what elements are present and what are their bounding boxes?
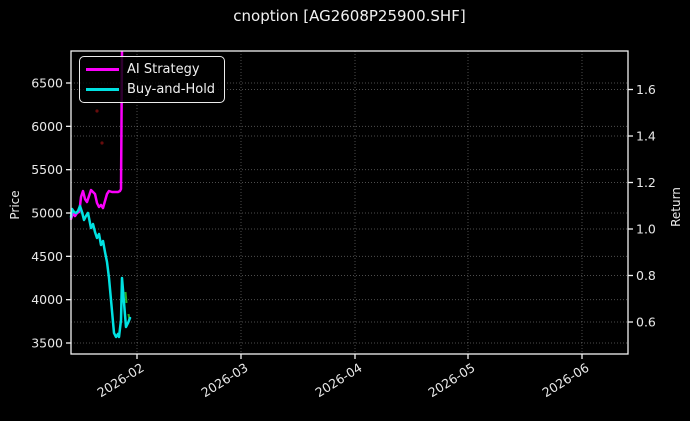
date-tick-label: 2026-06: [539, 360, 591, 400]
right-tick-label: 1.6: [636, 82, 656, 97]
left-tick-label: 5500: [31, 162, 63, 177]
red-dot-marker: [100, 141, 104, 145]
chart-title: cnoption [AG2608P25900.SHF]: [233, 7, 466, 25]
legend-item-buy-and-hold: Buy-and-Hold: [86, 80, 218, 99]
left-tick-label: 4000: [31, 292, 63, 307]
legend-item-ai-strategy: AI Strategy: [86, 60, 218, 79]
right-tick-label: 1.2: [636, 175, 656, 190]
ai-strategy-line-swatch: [86, 68, 119, 71]
red-dot-marker: [95, 109, 99, 113]
date-tick-label: 2026-05: [425, 360, 477, 400]
left-tick-label: 5000: [31, 206, 63, 221]
buy-and-hold-line: [69, 204, 132, 339]
buy-and-hold-line-swatch: [86, 88, 119, 91]
legend-label: Buy-and-Hold: [127, 82, 216, 97]
legend-label: AI Strategy: [127, 62, 200, 77]
left-tick-label: 6000: [31, 119, 63, 134]
green-segment-marker: [124, 291, 128, 304]
right-tick-label: 0.6: [636, 315, 656, 330]
legend: AI Strategy Buy-and-Hold: [79, 56, 225, 103]
right-axis-label: Return: [669, 187, 683, 227]
right-tick-label: 0.8: [636, 268, 656, 283]
left-tick-label: 3500: [31, 336, 63, 351]
right-tick-label: 1.4: [636, 129, 656, 144]
left-tick-label: 4500: [31, 249, 63, 264]
right-tick-label: 1.0: [636, 222, 656, 237]
date-tick-label: 2026-02: [94, 360, 146, 400]
date-tick-label: 2026-04: [312, 360, 364, 400]
plot-border: [70, 50, 629, 355]
left-tick-label: 6500: [31, 76, 63, 91]
date-tick-label: 2026-03: [198, 360, 250, 400]
left-axis-label: Price: [8, 190, 22, 220]
